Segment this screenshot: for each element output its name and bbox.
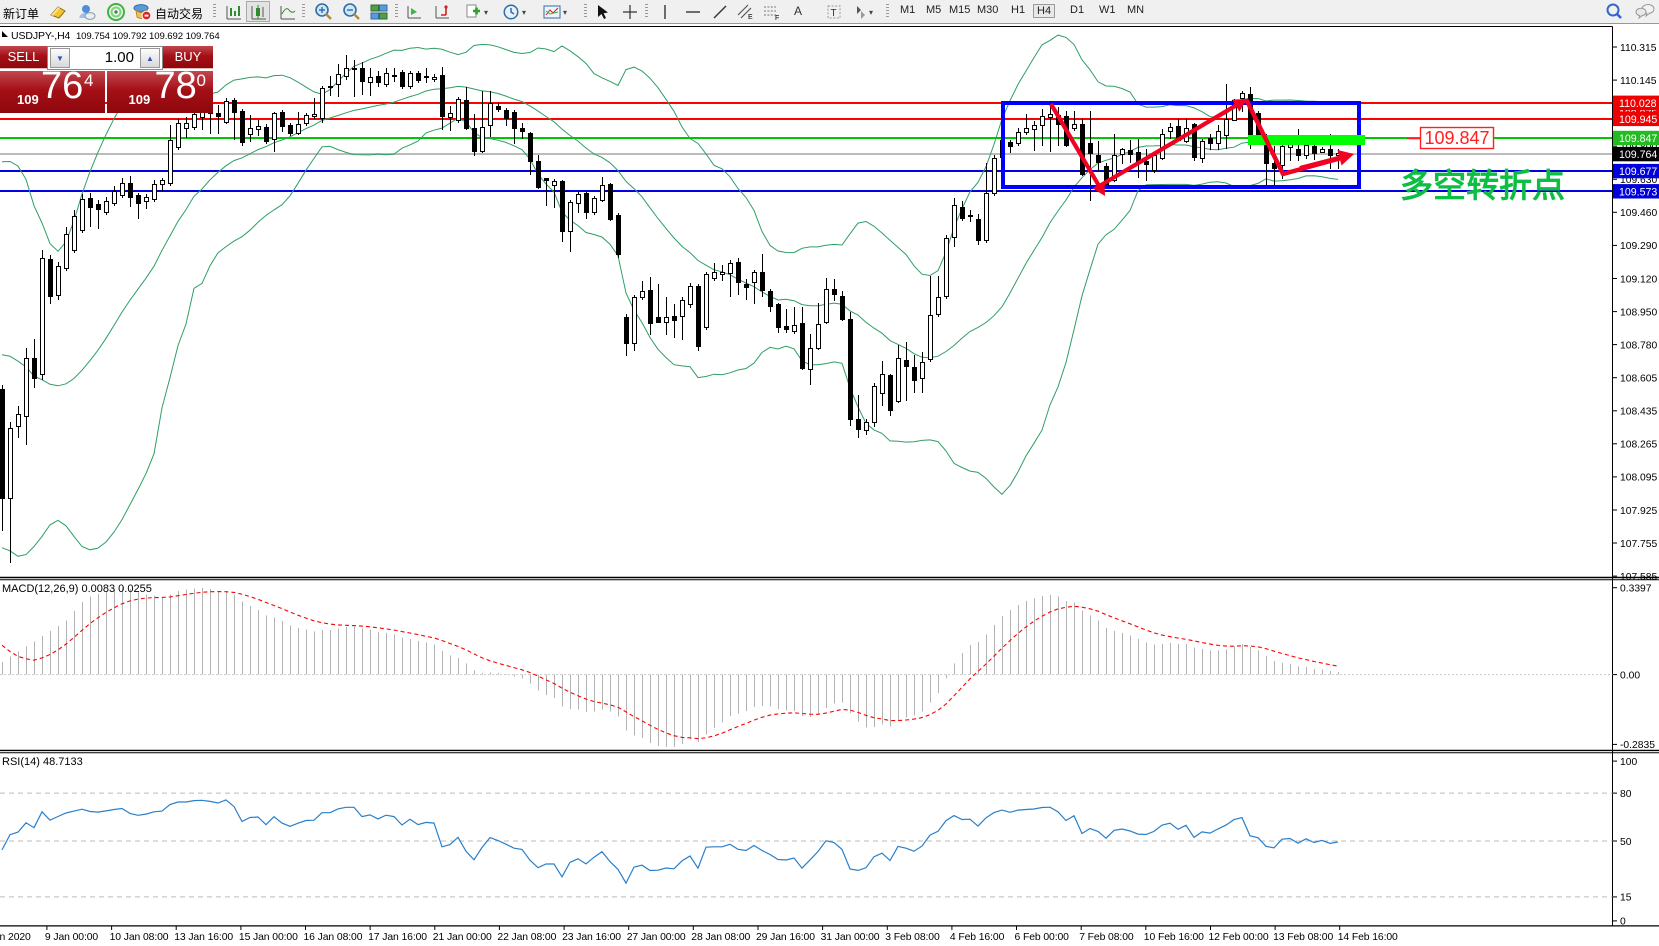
svg-text:109.847: 109.847 [1424,128,1489,148]
svg-text:108.950: 108.950 [1620,307,1657,318]
svg-text:109.630: 109.630 [1620,175,1657,186]
svg-text:3 Feb 08:00: 3 Feb 08:00 [885,932,940,943]
svg-text:10 Feb 16:00: 10 Feb 16:00 [1144,932,1204,943]
svg-text:8 Jan 2020: 8 Jan 2020 [0,932,31,943]
svg-text:6 Feb 00:00: 6 Feb 00:00 [1015,932,1070,943]
svg-text:21 Jan 00:00: 21 Jan 00:00 [433,932,492,943]
svg-text:15: 15 [1620,893,1632,904]
svg-text:17 Jan 16:00: 17 Jan 16:00 [368,932,427,943]
svg-text:MACD(12,26,9) 0.0083 0.0255: MACD(12,26,9) 0.0083 0.0255 [2,583,152,595]
svg-text:0.00: 0.00 [1620,670,1640,681]
svg-text:108.780: 108.780 [1620,340,1657,351]
svg-text:109.945: 109.945 [1619,114,1657,126]
svg-text:E: E [748,14,753,21]
svg-text:108.605: 108.605 [1620,374,1657,385]
svg-text:109.847: 109.847 [1619,133,1657,145]
svg-text:107.925: 107.925 [1620,506,1657,517]
svg-text:RSI(14) 48.7133: RSI(14) 48.7133 [2,756,83,768]
svg-text:108.265: 108.265 [1620,440,1657,451]
svg-text:109.290: 109.290 [1620,241,1657,252]
svg-text:多空转折点: 多空转折点 [1400,167,1565,204]
svg-text:100: 100 [1620,757,1637,768]
svg-text:109.573: 109.573 [1619,186,1657,198]
svg-text:80: 80 [1620,789,1632,800]
svg-text:110.315: 110.315 [1620,43,1657,54]
svg-text:28 Jan 08:00: 28 Jan 08:00 [691,932,750,943]
svg-text:29 Jan 16:00: 29 Jan 16:00 [756,932,815,943]
svg-text:-0.2835: -0.2835 [1620,740,1655,751]
svg-text:110.028: 110.028 [1619,98,1657,110]
svg-text:0.3397: 0.3397 [1620,584,1652,595]
svg-text:USDJPY-,H4 109.754 109.792 10: USDJPY-,H4 109.754 109.792 109.692 109.7… [11,30,220,42]
svg-text:0: 0 [1620,917,1626,928]
svg-text:4 Feb 16:00: 4 Feb 16:00 [950,932,1005,943]
svg-text:22 Jan 08:00: 22 Jan 08:00 [497,932,556,943]
svg-text:109.120: 109.120 [1620,274,1657,285]
svg-text:107.755: 107.755 [1620,539,1657,550]
svg-text:108.435: 108.435 [1620,407,1657,418]
svg-text:27 Jan 00:00: 27 Jan 00:00 [627,932,686,943]
svg-text:10 Jan 08:00: 10 Jan 08:00 [110,932,169,943]
svg-text:109.460: 109.460 [1620,208,1657,219]
svg-text:109.764: 109.764 [1619,149,1657,161]
svg-text:F: F [775,15,779,22]
svg-text:14 Feb 16:00: 14 Feb 16:00 [1338,932,1398,943]
svg-text:9 Jan 00:00: 9 Jan 00:00 [45,932,99,943]
svg-text:50: 50 [1620,837,1632,848]
svg-text:23 Jan 16:00: 23 Jan 16:00 [562,932,621,943]
svg-text:T: T [831,8,837,19]
svg-text:15 Jan 00:00: 15 Jan 00:00 [239,932,298,943]
svg-text:7 Feb 08:00: 7 Feb 08:00 [1079,932,1134,943]
svg-text:12 Feb 00:00: 12 Feb 00:00 [1209,932,1269,943]
svg-text:13 Jan 16:00: 13 Jan 16:00 [174,932,233,943]
svg-text:110.145: 110.145 [1620,76,1657,87]
svg-text:31 Jan 00:00: 31 Jan 00:00 [821,932,880,943]
svg-text:108.095: 108.095 [1620,473,1657,484]
svg-text:16 Jan 08:00: 16 Jan 08:00 [304,932,363,943]
svg-text:13 Feb 08:00: 13 Feb 08:00 [1273,932,1333,943]
svg-text:109.677: 109.677 [1619,166,1657,178]
